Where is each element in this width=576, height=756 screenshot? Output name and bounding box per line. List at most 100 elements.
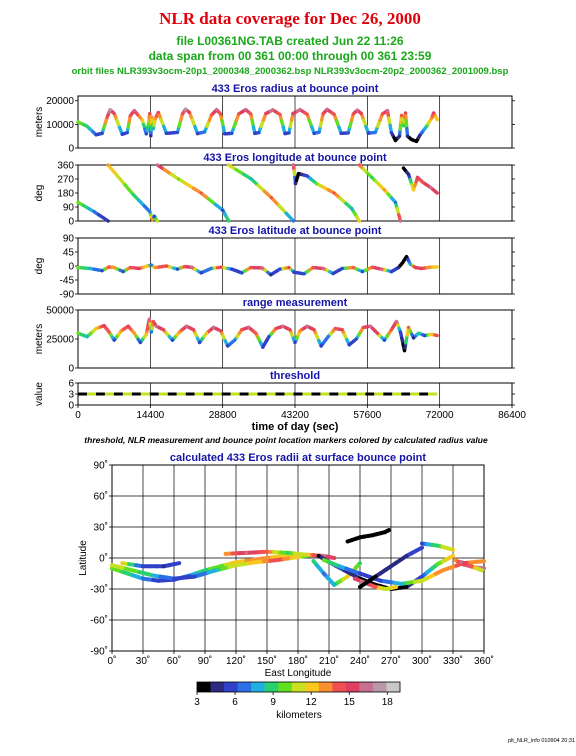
data-segment [114, 173, 127, 187]
data-point [429, 186, 433, 190]
data-point [340, 266, 344, 271]
series-9 [358, 545, 424, 589]
data-point [240, 328, 244, 332]
colorbar-tick-label: 3 [194, 697, 200, 708]
data-point [312, 328, 316, 332]
data-point [482, 559, 486, 563]
y-tick-label: 0 [68, 364, 74, 375]
data-point [128, 114, 132, 118]
x-tick-label: 360˚ [474, 655, 494, 667]
data-point [420, 541, 424, 546]
data-point [373, 585, 378, 589]
plot-title: threshold [270, 370, 320, 382]
colorbar-swatch [197, 682, 211, 692]
data-segment [123, 183, 135, 197]
data-point [182, 265, 187, 269]
data-point [296, 172, 301, 176]
data-point [404, 255, 409, 259]
y-tick-label: 6 [68, 379, 74, 390]
data-point [480, 568, 484, 573]
y-tick-label: 270 [57, 175, 74, 186]
data-point [370, 175, 374, 179]
chart-4: threshold 036 0 14400 28800 43200 57600 72000 86… [34, 370, 526, 433]
data-point [398, 330, 403, 334]
file-line: file L00361NG.TAB created Jun 22 11:26 [176, 34, 404, 48]
data-segment [269, 195, 281, 208]
data-point [199, 191, 203, 195]
data-point [358, 535, 362, 540]
data-point [375, 331, 379, 335]
data-point [337, 564, 342, 569]
colorbar-swatch [210, 682, 225, 692]
data-point [358, 561, 362, 565]
data-point [76, 120, 80, 124]
plot-title: 433 Eros latitude at bounce point [209, 225, 382, 237]
data-point [430, 116, 434, 120]
data-point [260, 266, 264, 270]
data-point [205, 331, 209, 335]
data-point [291, 111, 295, 116]
data-point [138, 340, 142, 345]
data-point [435, 118, 439, 122]
data-point [164, 131, 168, 135]
data-point [319, 344, 323, 348]
data-point [414, 266, 418, 270]
x-tick-label: 0˚ [108, 655, 117, 667]
data-point [278, 112, 282, 116]
data-point [177, 330, 182, 334]
data-point [105, 115, 109, 119]
data-point [339, 131, 343, 135]
data-point [305, 112, 309, 116]
data-point [221, 208, 225, 212]
y-tick-label: 0 [68, 262, 74, 273]
data-point [267, 335, 271, 339]
data-point [347, 343, 351, 347]
x-tick-label: 270˚ [381, 655, 401, 667]
data-point [161, 328, 165, 332]
x-tick-label: 14400 [136, 410, 164, 421]
span-line: data span from 00 361 00:00 through 00 3… [149, 49, 432, 63]
colorbar-tick-label: 15 [344, 697, 356, 708]
series-3 [155, 163, 231, 223]
data-point [281, 324, 285, 328]
data-segment [277, 203, 288, 215]
page-title: NLR data coverage for Dec 26, 2000 [159, 9, 421, 28]
data-point [288, 328, 292, 332]
y-tick-label: 3 [68, 390, 74, 401]
data-point [219, 265, 223, 269]
data-point [92, 210, 96, 214]
data-point [234, 560, 238, 564]
y-tick-label: 180 [57, 189, 74, 200]
y-tick-label: 90 [63, 203, 75, 214]
colorbar-swatch [305, 682, 320, 692]
data-point [394, 585, 398, 589]
data-point [108, 108, 112, 112]
data-point [420, 574, 424, 579]
data-point [191, 328, 196, 332]
data-point [213, 568, 218, 573]
data-point [247, 325, 251, 329]
data-point [278, 267, 282, 271]
y-axis-label: deg [34, 185, 45, 202]
data-point [285, 551, 290, 555]
data-point [76, 266, 80, 270]
data-point [283, 132, 287, 136]
data-point [292, 270, 296, 274]
data-point [291, 219, 296, 223]
data-point [226, 344, 230, 348]
data-point [287, 266, 291, 270]
data-point [112, 266, 116, 270]
data-point [398, 219, 403, 223]
data-point [107, 330, 111, 334]
data-point [357, 163, 361, 167]
data-point [192, 574, 197, 579]
marker-color-note: threshold, NLR measurement and bounce po… [84, 435, 488, 445]
data-point [153, 266, 157, 270]
data-point [227, 219, 231, 223]
plot-title: 433 Eros longitude at bounce point [203, 152, 387, 164]
data-point [274, 327, 278, 331]
y-axis-label: meters [34, 107, 45, 138]
data-point [126, 324, 130, 328]
data-point [244, 108, 248, 112]
data-point [382, 338, 386, 342]
